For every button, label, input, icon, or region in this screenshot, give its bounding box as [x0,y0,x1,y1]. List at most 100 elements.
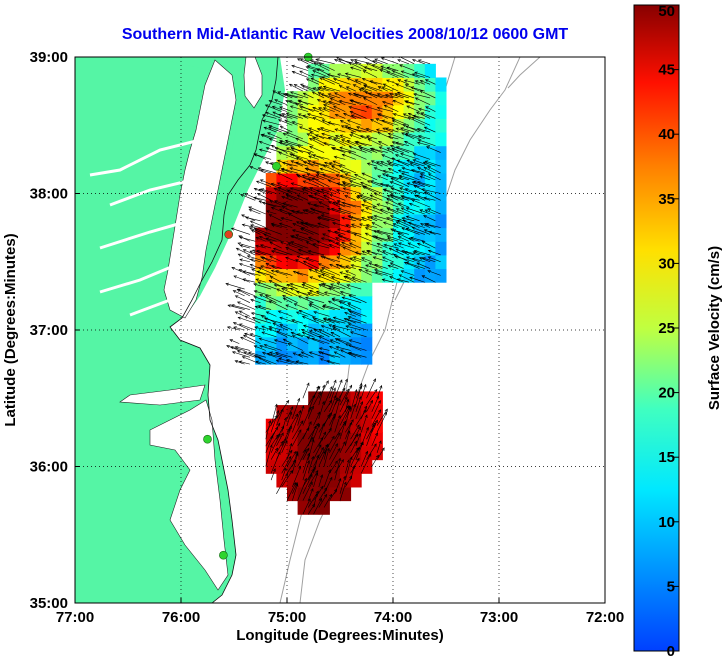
velocity-arrow [345,430,350,447]
velocity-arrow [226,345,240,351]
velocity-arrow-head [377,400,381,404]
velocity-cell [371,213,383,229]
velocity-arrow [329,387,336,406]
velocity-arrow [390,145,410,153]
velocity-arrow [266,210,277,215]
velocity-arrow [385,174,404,181]
velocity-cell [414,145,426,160]
velocity-arrow [406,216,420,222]
velocity-arrow [266,311,277,317]
velocity-cell [371,91,383,106]
velocity-arrow-head [407,112,412,116]
velocity-arrow [391,117,410,126]
velocity-arrow-head [378,409,382,413]
velocity-arrow-head [336,200,341,203]
velocity-arrow-head [400,152,404,156]
velocity-arrow-head [255,236,260,240]
velocity-arrow [383,221,399,228]
velocity-arrow [383,83,399,92]
velocity-cell [350,473,362,488]
velocity-arrow-head [237,242,242,246]
velocity-arrow [417,181,436,187]
velocity-arrow [308,155,319,160]
velocity-arrow-head [269,241,273,245]
velocity-arrow [318,401,325,419]
velocity-arrow [323,414,330,426]
velocity-arrow [309,138,325,146]
velocity-arrow-head [298,309,303,313]
velocity-arrow-head [395,208,400,212]
velocity-arrow-head [329,493,333,498]
velocity-arrow [371,419,378,433]
velocity-arrow [292,121,303,126]
velocity-arrow [240,245,250,249]
velocity-arrow [340,169,351,174]
velocity-arrow-head [333,379,337,384]
velocity-arrow [352,276,367,283]
velocity-arrow-head [246,255,251,259]
velocity-cell [340,77,352,92]
velocity-arrow [363,70,378,78]
velocity-arrow-head [340,125,345,129]
velocity-arrow [387,237,399,242]
velocity-arrow-head [318,444,322,448]
velocity-arrow [336,282,351,290]
velocity-cell [361,186,373,201]
velocity-cell [414,104,426,119]
velocity-arrow-head [375,128,380,132]
velocity-arrow-head [404,84,409,88]
velocity-arrow-head [362,200,367,204]
velocity-arrow-head [284,119,288,123]
velocity-arrow-head [242,249,247,253]
velocity-arrow [297,478,307,501]
velocity-arrow-head [366,180,371,184]
velocity-arrow [262,120,282,126]
velocity-arrow [267,132,282,140]
velocity-arrow [410,86,425,92]
velocity-cell [414,227,426,242]
velocity-arrow-head [295,450,299,455]
velocity-cell [276,282,288,297]
velocity-arrow [306,173,325,181]
velocity-arrow-head [321,267,325,271]
velocity-arrow-head [309,195,314,199]
velocity-arrow [322,76,341,85]
velocity-arrow-head [268,138,273,142]
velocity-arrow [327,122,341,126]
velocity-arrow [419,175,431,181]
velocity-arrow-head [287,213,292,217]
velocity-arrow-head [395,248,399,252]
velocity-arrow [344,318,357,324]
velocity-cell [340,254,352,270]
velocity-arrow-head [306,459,310,464]
velocity-arrow-head [335,174,340,178]
velocity-arrow [334,59,346,65]
velocity-arrow-head [268,124,273,128]
velocity-cell [340,295,352,311]
velocity-arrow [343,187,362,194]
velocity-arrow [419,90,436,99]
velocity-cell [414,77,426,92]
velocity-arrow [399,64,415,71]
velocity-arrow [318,201,330,208]
velocity-arrow [345,475,353,488]
velocity-arrow [384,105,399,112]
velocity-arrow-head [349,134,353,138]
velocity-arrow-head [350,419,354,423]
velocity-arrow-head [254,305,259,309]
velocity-arrow [323,100,335,106]
velocity-arrow [417,167,431,174]
velocity-arrow-head [350,223,355,227]
velocity-arrow-head [382,250,386,254]
velocity-cell [340,186,352,201]
velocity-arrow-head [360,87,365,91]
velocity-cell [424,118,436,133]
velocity-arrow-head [358,396,362,400]
velocity-arrow [243,351,261,358]
velocity-arrow [350,426,361,447]
velocity-arrow [312,107,325,112]
velocity-cell [382,104,394,119]
velocity-arrow [357,195,372,201]
velocity-arrow-head [427,270,431,274]
